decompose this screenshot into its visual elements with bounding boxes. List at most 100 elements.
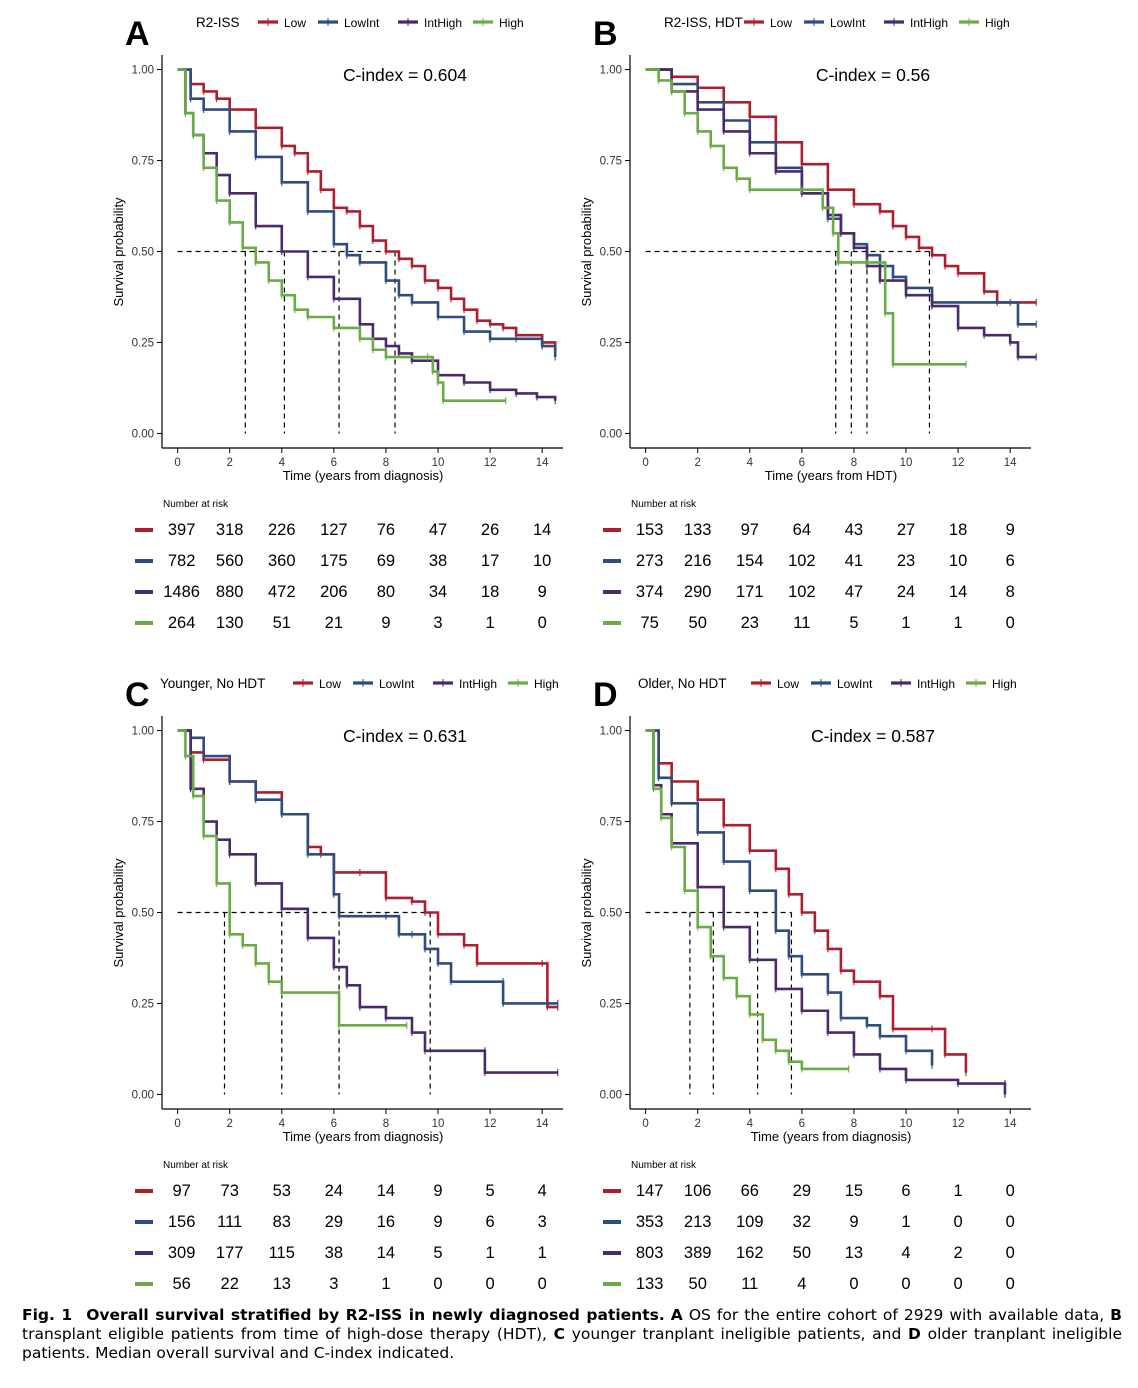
panel-letter: C bbox=[125, 676, 150, 714]
y-tick-label: 0.00 bbox=[600, 1089, 622, 1101]
risk-table-cell: 34 bbox=[429, 583, 447, 601]
km-figure: A R2-ISS Low LowInt IntHigh High 0.00 0.25 0.50 0… bbox=[111, 15, 1037, 1293]
legend-label: Low bbox=[770, 16, 792, 30]
risk-table-cell: 397 bbox=[168, 521, 196, 539]
legend-label: High bbox=[985, 16, 1010, 30]
panel-D: D Older, No HDT Low LowInt IntHigh High 0.00 0.… bbox=[579, 676, 1031, 1293]
x-tick-label: 10 bbox=[432, 1118, 445, 1130]
risk-table-cell: 9 bbox=[849, 1213, 858, 1231]
risk-table-cell: 9 bbox=[381, 614, 390, 632]
risk-table-cell: 11 bbox=[793, 614, 810, 632]
x-tick-label: 8 bbox=[383, 1118, 389, 1130]
survival-curve-Low bbox=[177, 68, 557, 350]
risk-table-cell: 8 bbox=[1006, 583, 1015, 601]
risk-table-cell: 24 bbox=[897, 583, 915, 601]
risk-table-cell: 1 bbox=[901, 1213, 910, 1231]
y-tick-label: 0.75 bbox=[132, 156, 154, 168]
risk-table-cell: 0 bbox=[1006, 1275, 1015, 1293]
survival-curve-IntHigh bbox=[177, 729, 558, 1074]
risk-table-cell: 50 bbox=[689, 1275, 707, 1293]
caption-part-letter: C bbox=[553, 1325, 566, 1343]
x-tick-label: 10 bbox=[900, 1118, 913, 1130]
risk-table-cell: 41 bbox=[845, 552, 863, 570]
y-tick-label: 0.50 bbox=[132, 247, 154, 259]
legend-label: LowInt bbox=[379, 677, 415, 691]
legend-item: IntHigh bbox=[398, 16, 462, 30]
x-tick-label: 8 bbox=[851, 457, 857, 469]
x-tick-label: 0 bbox=[174, 457, 180, 469]
risk-table-cell: 9 bbox=[433, 1182, 442, 1200]
legend-item: LowInt bbox=[811, 677, 873, 691]
risk-table-cell: 353 bbox=[636, 1213, 664, 1231]
risk-table-cell: 147 bbox=[636, 1182, 664, 1200]
risk-table-cell: 50 bbox=[689, 614, 707, 632]
y-tick-label: 0.25 bbox=[132, 998, 154, 1010]
x-tick-label: 4 bbox=[279, 1118, 286, 1130]
legend-label: High bbox=[992, 677, 1017, 691]
x-tick-label: 0 bbox=[174, 1118, 180, 1130]
legend-label: High bbox=[534, 677, 559, 691]
risk-table-cell: 38 bbox=[325, 1244, 343, 1262]
risk-table-cell: 38 bbox=[429, 552, 447, 570]
legend-label: Low bbox=[777, 677, 799, 691]
risk-table-cell: 14 bbox=[377, 1244, 395, 1262]
risk-table-cell: 1 bbox=[485, 1244, 494, 1262]
figure-caption: Fig. 1 Overall survival stratified by R2-… bbox=[22, 1306, 1122, 1363]
risk-table-cell: 6 bbox=[1006, 552, 1015, 570]
legend: R2-ISS, HDT Low LowInt IntHigh High bbox=[664, 15, 1010, 30]
risk-table-cell: 29 bbox=[793, 1182, 811, 1200]
c-index-label: C-index = 0.631 bbox=[343, 726, 467, 746]
x-tick-label: 10 bbox=[900, 457, 913, 469]
risk-table-cell: 102 bbox=[788, 583, 816, 601]
risk-table-cell: 80 bbox=[377, 583, 395, 601]
legend-label: IntHigh bbox=[910, 16, 948, 30]
risk-table-cell: 9 bbox=[1006, 521, 1015, 539]
risk-table-cell: 13 bbox=[845, 1244, 863, 1262]
risk-table-cell: 0 bbox=[1006, 1244, 1015, 1262]
survival-curve-IntHigh bbox=[645, 729, 1007, 1095]
risk-table-cell: 206 bbox=[320, 583, 348, 601]
risk-table-cell: 9 bbox=[538, 583, 547, 601]
legend-item: High bbox=[966, 677, 1017, 691]
y-tick-label: 1.00 bbox=[600, 726, 622, 738]
y-tick-label: 1.00 bbox=[132, 65, 154, 77]
y-axis-label: Survival probability bbox=[111, 197, 126, 307]
x-tick-label: 4 bbox=[747, 1118, 754, 1130]
risk-table-cell: 13 bbox=[273, 1275, 291, 1293]
legend-title: Younger, No HDT bbox=[160, 676, 265, 691]
risk-table-cell: 216 bbox=[684, 552, 712, 570]
y-tick-label: 0.50 bbox=[600, 908, 622, 920]
panel-letter: A bbox=[125, 15, 150, 53]
y-tick-label: 0.50 bbox=[132, 908, 154, 920]
risk-table-cell: 15 bbox=[845, 1182, 863, 1200]
risk-table-cell: 803 bbox=[636, 1244, 664, 1262]
risk-table-cell: 51 bbox=[273, 614, 291, 632]
risk-table-cell: 97 bbox=[741, 521, 759, 539]
x-tick-label: 2 bbox=[694, 1118, 700, 1130]
survival-curve-Low bbox=[645, 68, 1037, 304]
risk-table-cell: 0 bbox=[485, 1275, 494, 1293]
y-tick-label: 0.00 bbox=[132, 428, 154, 440]
risk-table-cell: 83 bbox=[273, 1213, 291, 1231]
legend-item: IntHigh bbox=[884, 16, 948, 30]
risk-table-cell: 102 bbox=[788, 552, 816, 570]
legend-label: Low bbox=[284, 16, 306, 30]
panel-C: C Younger, No HDT Low LowInt IntHigh High 0.00… bbox=[111, 676, 563, 1293]
legend-item: LowInt bbox=[318, 16, 380, 30]
legend-item: LowInt bbox=[353, 677, 415, 691]
risk-table-cell: 264 bbox=[168, 614, 196, 632]
y-tick-label: 0.50 bbox=[600, 247, 622, 259]
caption-part-letter: D bbox=[908, 1325, 921, 1343]
risk-table-cell: 130 bbox=[216, 614, 244, 632]
risk-table-cell: 0 bbox=[1006, 614, 1015, 632]
risk-table-cell: 0 bbox=[901, 1275, 910, 1293]
risk-table-cell: 75 bbox=[640, 614, 658, 632]
risk-table-cell: 133 bbox=[684, 521, 712, 539]
survival-curve-LowInt bbox=[177, 68, 557, 358]
legend-label: IntHigh bbox=[917, 677, 955, 691]
risk-table-cell: 4 bbox=[901, 1244, 910, 1262]
risk-table-cell: 5 bbox=[485, 1182, 494, 1200]
x-tick-label: 8 bbox=[383, 457, 389, 469]
risk-table-cell: 64 bbox=[793, 521, 811, 539]
risk-table-cell: 2 bbox=[953, 1244, 962, 1262]
